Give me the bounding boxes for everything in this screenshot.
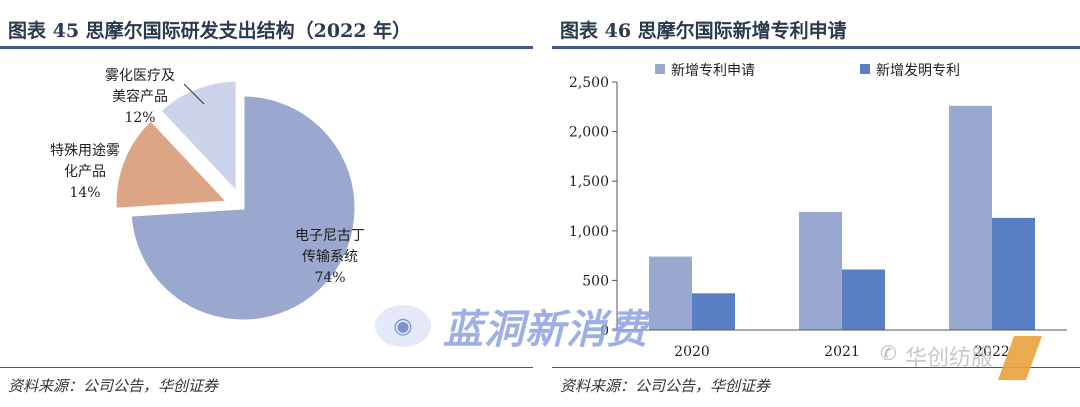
pie-slice-label: 化产品 [64, 164, 106, 180]
y-tick-label: 500 [582, 273, 609, 289]
y-tick-label: 0 [600, 323, 609, 339]
left-panel: 图表 45 思摩尔国际研发支出结构（2022 年） 电子尼古丁传输系统 74% 特殊… [0, 0, 533, 407]
bar [649, 256, 692, 330]
left-chart-title: 图表 45 思摩尔国际研发支出结构（2022 年） [8, 20, 412, 42]
bar [799, 211, 842, 330]
pie-leader-line [183, 83, 205, 105]
y-tick-label: 2,000 [569, 125, 609, 141]
pie-slice-label: 传输系统 [302, 249, 358, 265]
legend-swatch [655, 64, 665, 74]
watermark-logo: ◉ 蓝洞新消费 [375, 296, 648, 356]
legend-label: 新增专利申请 [671, 63, 755, 79]
y-tick-label: 2,500 [569, 75, 609, 91]
right-source-note: 资料来源：公司公告，华创证券 [560, 377, 771, 395]
y-tick-label: 1,500 [569, 174, 609, 190]
watermark-text: 蓝洞新消费 [443, 307, 648, 353]
x-tick-label: 2020 [674, 344, 710, 360]
left-source-rule [0, 367, 533, 368]
bar-chart: 0 500 1,000 1,500 2,000 2,500 2020 2021 2022 新增专利… [569, 63, 1067, 360]
bar [692, 293, 735, 330]
left-source-note: 资料来源：公司公告，华创证券 [8, 377, 219, 395]
right-chart-title: 图表 46 思摩尔国际新增专利申请 [560, 20, 847, 42]
pie-slice-percent: 14% [69, 185, 100, 201]
pie-slice-percent: 12% [124, 110, 155, 126]
wechat-icon: ✆ [880, 341, 897, 365]
bar [842, 269, 885, 330]
left-title-rule [0, 46, 533, 49]
pie-slice-label: 电子尼古丁 [295, 228, 365, 244]
eye-icon: ◉ [375, 305, 431, 347]
pie-slice-label: 雾化医疗及 [105, 68, 175, 84]
pie-slice [113, 117, 232, 211]
bar [992, 217, 1035, 330]
right-title-rule [552, 46, 1080, 49]
watermark-secondary-text: 华创纺服 [905, 346, 994, 371]
pie-slice-percent: 74% [314, 270, 345, 286]
x-tick-label: 2022 [974, 344, 1010, 360]
legend-label: 新增发明专利 [876, 63, 960, 79]
right-source-rule [552, 367, 1080, 368]
right-panel: 图表 46 思摩尔国际新增专利申请 0 500 1,000 1,500 2,000 2,5… [552, 0, 1080, 407]
bar [949, 105, 992, 330]
pie-slice [128, 93, 358, 323]
pie-slice-label: 特殊用途雾 [50, 142, 120, 159]
legend-swatch [860, 64, 870, 74]
pie-slice [157, 78, 239, 197]
x-tick-label: 2021 [824, 344, 860, 360]
pie-slice-label: 美容产品 [112, 88, 168, 105]
y-tick-label: 1,000 [569, 224, 609, 240]
